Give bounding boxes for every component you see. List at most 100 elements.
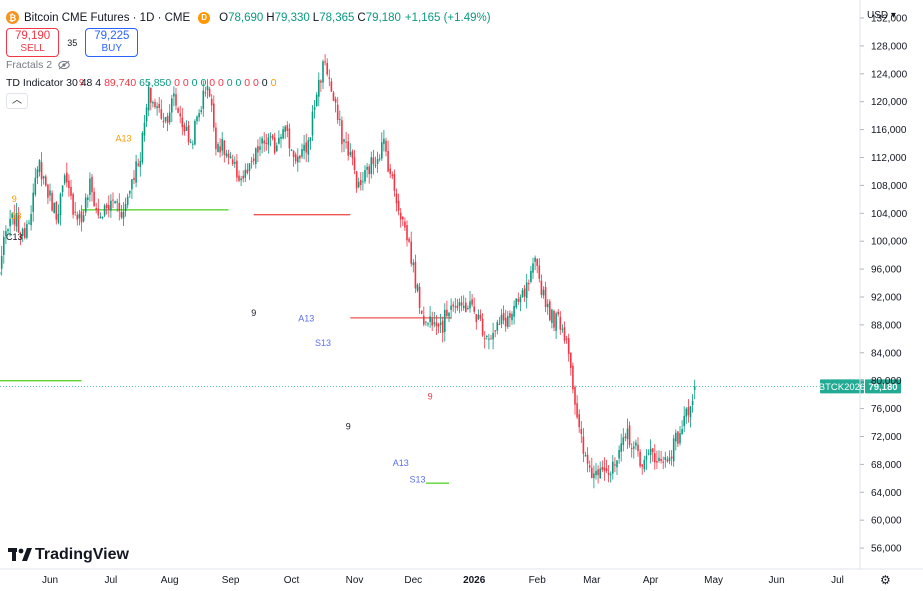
candle-body xyxy=(250,161,253,163)
logo-text: TradingView xyxy=(35,546,129,563)
candle-body xyxy=(320,80,322,83)
candle-body xyxy=(519,297,522,303)
candle-body xyxy=(509,313,511,318)
candle-body xyxy=(528,283,530,285)
candle-body xyxy=(26,224,28,238)
candle-body xyxy=(441,320,444,333)
candle-body xyxy=(189,141,192,143)
candle-body xyxy=(651,448,654,453)
candle-body xyxy=(135,161,137,183)
y-tick-label: 56,000 xyxy=(871,544,902,555)
candle-body xyxy=(481,318,484,336)
candle-body xyxy=(252,158,255,161)
candle-body xyxy=(307,140,310,155)
td-values: 0 0 0 0 0 0 0 0 0 0 0 0 xyxy=(174,77,276,89)
candle-body xyxy=(242,175,244,179)
candle-body xyxy=(177,108,179,113)
candle-body xyxy=(425,321,427,323)
y-tick-label: 112,000 xyxy=(871,153,907,164)
candle-body xyxy=(282,129,284,139)
y-tick-label: 96,000 xyxy=(871,265,902,276)
candle-body xyxy=(423,315,425,325)
candle-body xyxy=(61,185,64,193)
candle-body xyxy=(80,211,83,223)
trade-panel: 79,190 SELL 35 79,225 BUY xyxy=(6,28,139,57)
candle-body xyxy=(507,316,509,327)
delayed-data-icon[interactable]: D xyxy=(198,11,211,24)
candle-body xyxy=(427,323,429,325)
candle-body xyxy=(456,305,459,309)
candle-body xyxy=(584,455,587,457)
y-tick-label: 64,000 xyxy=(871,488,902,499)
candle-body xyxy=(105,204,108,208)
gear-icon[interactable]: ⚙ xyxy=(880,573,891,587)
td-indicator[interactable]: TD Indicator 30 48 4 89,740 65,850 0 0 0… xyxy=(6,77,276,89)
candle-body xyxy=(206,85,209,91)
eye-icon[interactable] xyxy=(58,60,70,70)
candle-body xyxy=(32,192,34,212)
candle-body xyxy=(498,324,501,326)
candle-body xyxy=(494,330,496,332)
candle-body xyxy=(616,460,618,468)
candle-body xyxy=(553,311,555,328)
candle-body xyxy=(63,175,66,184)
candle-body xyxy=(345,141,347,143)
candle-body xyxy=(315,94,318,107)
candle-body xyxy=(513,305,515,317)
y-tick-label: 128,000 xyxy=(871,41,908,52)
td-zero-value: 0 xyxy=(197,77,207,89)
candle-body xyxy=(47,184,49,198)
candle-body xyxy=(540,280,543,295)
candle-body xyxy=(490,338,492,340)
collapse-chevron-icon[interactable]: ︿ xyxy=(6,93,28,109)
candle-body xyxy=(265,142,268,144)
candle-body xyxy=(3,236,5,255)
buy-button[interactable]: 79,225 BUY xyxy=(85,28,139,57)
candle-body xyxy=(225,153,228,156)
candle-body xyxy=(15,212,18,227)
candle-body xyxy=(137,163,139,166)
candle-body xyxy=(49,190,51,196)
candle-body xyxy=(55,202,58,220)
td-zero-value: 0 xyxy=(188,77,198,89)
candle-body xyxy=(622,437,625,446)
candle-body xyxy=(563,327,566,341)
candle-body xyxy=(68,180,70,189)
candle-body xyxy=(532,263,534,273)
candle-body xyxy=(475,314,478,322)
sell-button[interactable]: 79,190 SELL xyxy=(6,28,60,57)
candle-body xyxy=(530,270,532,282)
td-annotation: C13 xyxy=(6,232,23,242)
candle-body xyxy=(605,468,608,472)
candle-body xyxy=(408,238,410,242)
x-tick-label: Dec xyxy=(404,575,422,586)
x-tick-label: Jun xyxy=(42,575,58,586)
candle-body xyxy=(349,152,352,155)
candle-body xyxy=(139,160,142,167)
candle-body xyxy=(223,140,226,155)
candle-body xyxy=(244,169,247,178)
currency-selector[interactable]: USD ▾ xyxy=(867,10,896,21)
candle-body xyxy=(620,443,622,452)
candle-body xyxy=(355,171,358,189)
close-value: 79,180 xyxy=(365,11,401,24)
td-annotation: S13 xyxy=(409,475,425,485)
symbol-title[interactable]: Bitcoin CME Futures · 1D · CME xyxy=(24,11,191,24)
low-label: L xyxy=(312,11,320,24)
candle-body xyxy=(257,146,259,153)
candle-body xyxy=(40,162,43,180)
candle-body xyxy=(87,197,89,200)
td-annotation: 9 xyxy=(346,422,351,432)
candle-body xyxy=(240,178,242,181)
tradingview-logo[interactable]: TradingView xyxy=(8,546,129,564)
candle-body xyxy=(171,98,173,113)
candle-body xyxy=(402,217,404,220)
candle-body xyxy=(286,125,289,131)
fractals-indicator[interactable]: Fractals 2 xyxy=(6,59,70,71)
candle-body xyxy=(561,328,564,330)
candle-body xyxy=(234,161,236,164)
candle-body xyxy=(82,215,85,222)
candle-body xyxy=(693,386,696,390)
candle-body xyxy=(542,289,545,296)
